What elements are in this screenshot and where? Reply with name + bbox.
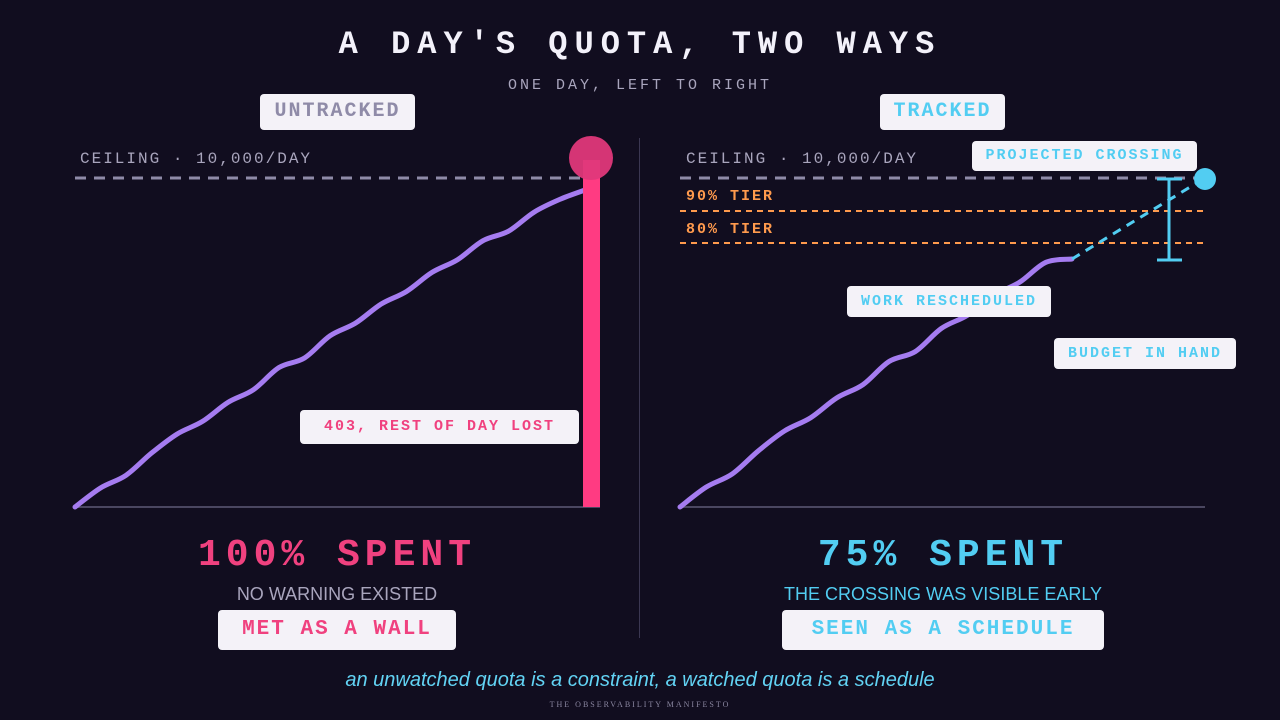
wall-callout: 403, REST OF DAY LOST: [300, 410, 579, 444]
tier-90-label: 90% TIER: [686, 188, 775, 205]
tracked-heading: TRACKED: [880, 94, 1005, 130]
tracked-ceiling-label: CEILING · 10,000/DAY: [686, 150, 919, 168]
tier-80-label: 80% TIER: [686, 221, 775, 238]
untracked-ceiling-label: CEILING · 10,000/DAY: [80, 150, 313, 168]
panel-divider: [639, 138, 640, 638]
untracked-chart: [72, 136, 613, 510]
tracked-note: THE CROSSING WAS VISIBLE EARLY: [783, 584, 1103, 604]
usage-curve: [72, 187, 588, 510]
tracked-stat: 75% SPENT: [817, 534, 1069, 577]
untracked-result: MET AS A WALL: [218, 610, 456, 650]
untracked-heading: UNTRACKED: [260, 94, 415, 130]
quota-wall: [583, 160, 600, 507]
tracked-result: SEEN AS A SCHEDULE: [782, 610, 1104, 650]
projected-crossing-label: PROJECTED CROSSING: [972, 141, 1197, 171]
page-title: A DAY'S QUOTA, TWO WAYS: [338, 26, 942, 63]
page-subtitle: ONE DAY, LEFT TO RIGHT: [507, 77, 773, 94]
untracked-stat: 100% SPENT: [197, 534, 477, 577]
projected-crossing-marker: [1194, 168, 1216, 190]
projection-line: [1071, 179, 1201, 261]
untracked-note: NO WARNING EXISTED: [236, 584, 438, 604]
tagline: an unwatched quota is a constraint, a wa…: [345, 669, 935, 691]
work-rescheduled-label: WORK RESCHEDULED: [847, 286, 1051, 317]
budget-in-hand-label: BUDGET IN HAND: [1054, 338, 1236, 369]
footer-credit: THE OBSERVABILITY MANIFESTO: [549, 700, 731, 709]
wall-impact-marker: [569, 136, 613, 180]
